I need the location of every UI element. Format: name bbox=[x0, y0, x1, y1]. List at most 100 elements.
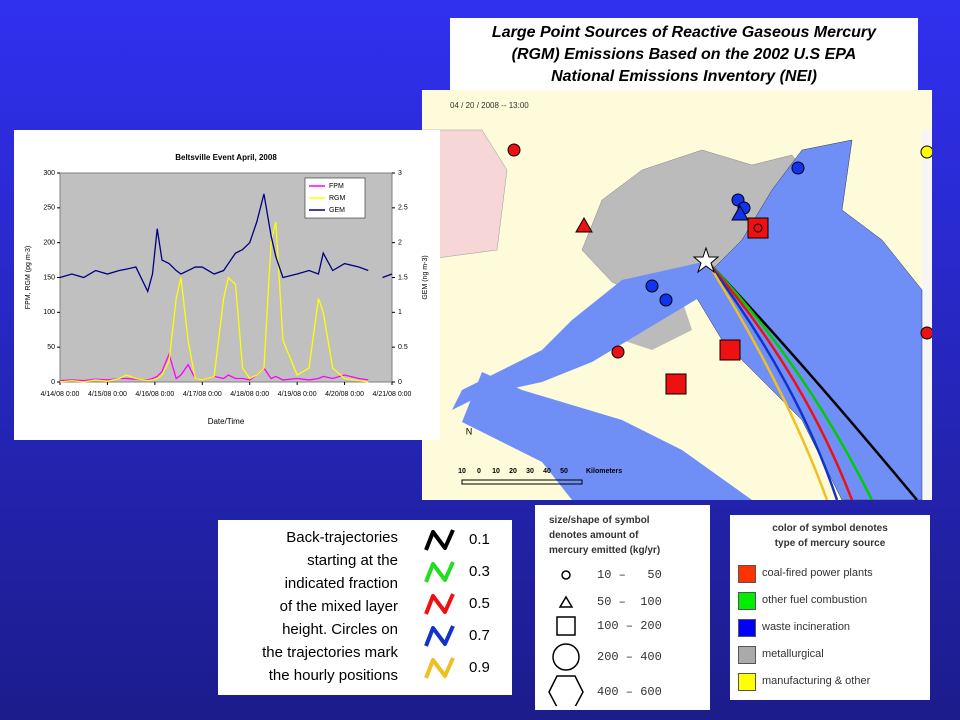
sources bbox=[507, 143, 934, 395]
size-symbol bbox=[558, 595, 574, 608]
series-line bbox=[59, 221, 369, 383]
size-symbol bbox=[556, 616, 576, 636]
size-symbol bbox=[561, 570, 571, 580]
scale-label: 10 bbox=[492, 468, 500, 475]
legend-label: waste incineration bbox=[762, 621, 851, 633]
x-tick-label: 4/16/08 0:00 bbox=[135, 391, 175, 398]
legend-item: manufacturing & other bbox=[738, 673, 923, 693]
y2-tick-label: 1 bbox=[398, 309, 402, 316]
legend-line: starting at the bbox=[307, 552, 398, 569]
y-tick-label: 200 bbox=[43, 240, 55, 247]
legend-icon bbox=[424, 529, 455, 551]
trajectory bbox=[705, 259, 854, 501]
legend-label: 0.1 bbox=[469, 531, 490, 548]
title-line: Large Point Sources of Reactive Gaseous … bbox=[491, 24, 877, 41]
legend-header: size/shape of symbol denotes amount of mer… bbox=[549, 513, 660, 558]
legend-label: 0.9 bbox=[469, 659, 490, 676]
scale-label: 50 bbox=[560, 468, 568, 475]
legend-item: waste incineration bbox=[738, 619, 923, 639]
scale-bar bbox=[461, 479, 583, 485]
legend-swatch bbox=[738, 592, 756, 610]
legend-item: other fuel combustion bbox=[738, 592, 923, 612]
y2-tick-label: 1.5 bbox=[398, 274, 408, 281]
timestamp: 04 / 20 / 2008 -- 13:00 bbox=[450, 101, 529, 110]
zigzag bbox=[424, 657, 455, 679]
size-legend: size/shape of symbol denotes amount of mer… bbox=[535, 505, 710, 710]
scale-label: 30 bbox=[526, 468, 534, 475]
y2-axis-title: GEM (ng m-3) bbox=[422, 255, 429, 299]
legend-line: mercury emitted (kg/yr) bbox=[549, 545, 661, 556]
x-tick-label: 4/19/08 0:00 bbox=[277, 391, 317, 398]
size-symbol bbox=[548, 675, 584, 706]
legend-label: 200 – 400 bbox=[597, 650, 662, 664]
x-tick-label: 4/21/08 0:00 bbox=[372, 391, 412, 398]
legend-line: Back-trajectories bbox=[286, 529, 398, 546]
y-tick-label: 50 bbox=[47, 344, 55, 351]
trajectory bbox=[705, 259, 874, 501]
trajectory bbox=[705, 259, 839, 501]
map-drawing: 04 / 20 / 2008 -- 13:00 N 10 0 10 20 30 40 50 K… bbox=[421, 90, 934, 501]
y2-tick-label: 0.5 bbox=[398, 344, 408, 351]
legend-line: type of mercury source bbox=[774, 538, 886, 549]
legend-label: 10 – 50 bbox=[597, 568, 662, 582]
legend-line: size/shape of symbol bbox=[549, 515, 650, 526]
legend-line: color of symbol denotes bbox=[772, 523, 888, 534]
legend-icon bbox=[424, 593, 455, 615]
y2-tick-label: 2.5 bbox=[398, 205, 408, 212]
scale-label: 40 bbox=[543, 468, 551, 475]
zigzag bbox=[424, 593, 455, 615]
water bbox=[462, 372, 752, 500]
title-line: (RGM) Emissions Based on the 2002 U.S EP… bbox=[511, 46, 857, 63]
chart-box: Beltsville Event April, 2008 0 50 100 150 200… bbox=[14, 130, 440, 440]
legend-label: 50 – 100 bbox=[597, 595, 662, 609]
legend-line: denotes amount of bbox=[549, 530, 639, 541]
legend-item: coal-fired power plants bbox=[738, 565, 923, 585]
trajectory bbox=[704, 259, 829, 501]
region bbox=[922, 130, 932, 500]
legend-label: RGM bbox=[329, 195, 346, 202]
trajectory-legend: Back-trajectories starting at the indicate… bbox=[218, 520, 512, 695]
legend-label: metallurgical bbox=[762, 648, 824, 660]
x-tick-label: 4/14/08 0:00 bbox=[40, 391, 80, 398]
scale-unit: Kilometers bbox=[586, 468, 622, 475]
scale-label: 10 bbox=[458, 468, 466, 475]
series-line bbox=[59, 193, 393, 294]
legend-line: of the mixed layer bbox=[279, 598, 398, 615]
legend-label: 0.7 bbox=[469, 627, 490, 644]
legend-item: 0.9 bbox=[423, 656, 513, 684]
color-legend: color of symbol denotes type of mercury s… bbox=[730, 515, 930, 700]
legend-item: 0.1 bbox=[423, 528, 513, 556]
title-box: Large Point Sources of Reactive Gaseous … bbox=[450, 18, 918, 94]
legend-item: 0.7 bbox=[423, 624, 513, 652]
y2-tick-label: 2 bbox=[398, 240, 402, 247]
legend-label: 400 – 600 bbox=[597, 685, 662, 699]
legend-label: coal-fired power plants bbox=[762, 567, 873, 579]
map: 04 / 20 / 2008 -- 13:00 N 10 0 10 20 30 40 50 K… bbox=[421, 90, 934, 501]
legend-line: indicated fraction bbox=[284, 575, 398, 592]
legend-swatch bbox=[738, 673, 756, 691]
y-tick-label: 300 bbox=[43, 170, 55, 177]
y2-tick-label: 3 bbox=[398, 170, 402, 177]
north-arrow: N bbox=[466, 426, 473, 436]
zigzag bbox=[424, 625, 455, 647]
legend-text: Back-trajectories starting at the indicate… bbox=[218, 526, 398, 687]
x-tick-label: 4/17/08 0:00 bbox=[182, 391, 222, 398]
zigzag bbox=[424, 529, 455, 551]
x-axis-title: Date/Time bbox=[208, 417, 245, 426]
title-line: National Emissions Inventory (NEI) bbox=[551, 68, 817, 85]
legend-line: height. Circles on bbox=[282, 621, 398, 638]
legend-swatch bbox=[738, 646, 756, 664]
legend-label: manufacturing & other bbox=[762, 675, 871, 687]
y-tick-label: 0 bbox=[51, 379, 55, 386]
y-tick-label: 150 bbox=[43, 274, 55, 281]
legend-label: 100 – 200 bbox=[597, 619, 662, 633]
chart: Beltsville Event April, 2008050100150200… bbox=[25, 153, 429, 426]
zigzag bbox=[424, 561, 455, 583]
legend-icon bbox=[424, 561, 455, 583]
legend-item: metallurgical bbox=[738, 646, 923, 666]
x-tick-label: 4/18/08 0:00 bbox=[230, 391, 270, 398]
legend-swatch bbox=[738, 619, 756, 637]
chart-title: Beltsville Event April, 2008 bbox=[175, 153, 277, 162]
legend-label: other fuel combustion bbox=[762, 594, 868, 606]
